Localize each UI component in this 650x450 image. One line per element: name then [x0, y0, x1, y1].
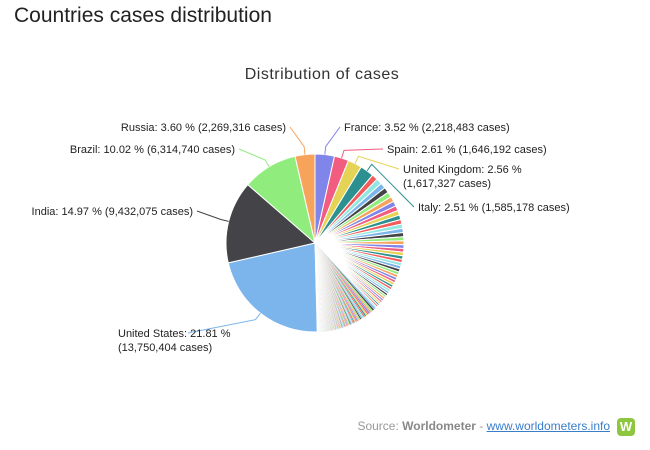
slice-labels: United States: 21.81 % (13,750,404 cases)… — [32, 122, 570, 354]
data-label-france: France: 3.52 % (2,218,483 cases) — [344, 122, 510, 134]
page-title: Countries cases distribution — [14, 4, 272, 27]
source-credit: Source: Worldometer - www.worldometers.i… — [357, 419, 610, 433]
source-link[interactable]: www.worldometers.info — [486, 419, 610, 433]
label-connectors — [187, 126, 415, 334]
pie-slice-other[interactable] — [314, 242, 318, 333]
data-label-brazil: Brazil: 10.02 % (6,314,740 cases) — [70, 144, 235, 156]
pie-slice-united-states[interactable] — [227, 242, 318, 333]
source-separator: - — [475, 419, 487, 433]
connector-line — [366, 163, 415, 208]
pie-slices — [225, 153, 405, 333]
connector-line — [196, 210, 229, 222]
source-brand: Worldometer — [402, 419, 476, 433]
data-label-united-kingdom: United Kingdom: 2.56 % (1,617,327 cases) — [403, 164, 522, 190]
chart-title: Distribution of cases — [245, 66, 400, 83]
data-label-spain: Spain: 2.61 % (1,646,192 cases) — [387, 144, 547, 156]
connector-line — [238, 148, 270, 167]
data-label-india: India: 14.97 % (9,432,075 cases) — [32, 206, 193, 218]
connector-line — [187, 312, 261, 334]
connector-line — [341, 148, 384, 159]
connector-line — [289, 126, 306, 155]
connector-line — [354, 155, 400, 170]
data-label-russia: Russia: 3.60 % (2,269,316 cases) — [121, 122, 286, 134]
worldometer-logo-icon: W — [617, 418, 635, 436]
source-prefix: Source: — [357, 419, 403, 433]
connector-line — [324, 126, 341, 155]
data-label-italy: Italy: 2.51 % (1,585,178 cases) — [418, 202, 570, 214]
data-label-united-states: United States: 21.81 % (13,750,404 cases) — [118, 328, 231, 354]
pie-slice-india[interactable] — [225, 183, 317, 264]
